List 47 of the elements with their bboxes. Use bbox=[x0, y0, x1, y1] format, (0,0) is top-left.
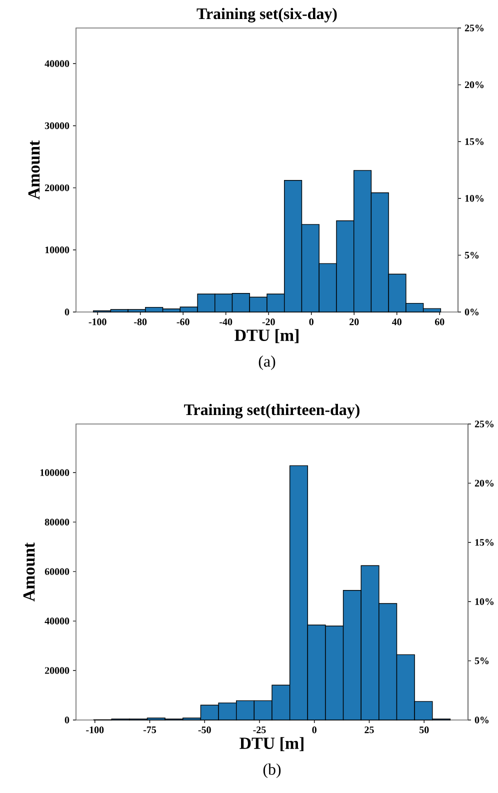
text: (a) bbox=[258, 356, 276, 370]
x-tick-label: -80 bbox=[134, 318, 147, 326]
x-tick-label: -40 bbox=[220, 318, 232, 326]
y2-tick-label: 20% bbox=[475, 480, 494, 487]
y-tick-label: 100000 bbox=[40, 469, 70, 476]
y2-tick-label: 5% bbox=[465, 252, 479, 259]
y2-tick-label: 10% bbox=[475, 598, 494, 605]
y2-tick-label: 5% bbox=[475, 657, 489, 664]
y-tick-label: 80000 bbox=[45, 518, 70, 526]
y-tick-label: 30000 bbox=[45, 122, 70, 130]
x-tick-label: -100 bbox=[88, 318, 106, 326]
x-tick-label: -25 bbox=[253, 726, 266, 734]
y-tick-label: 20000 bbox=[45, 184, 70, 192]
y-tick-label: 40000 bbox=[44, 60, 70, 67]
text: (b) bbox=[264, 764, 281, 778]
y-tick-label: 40000 bbox=[44, 618, 70, 624]
x-axis-title: DTU [m] bbox=[234, 329, 299, 344]
x-tick-label: 0 bbox=[309, 318, 314, 326]
y-tick-label: 0 bbox=[65, 716, 70, 724]
x-tick-label: -100 bbox=[86, 726, 104, 734]
x-tick-label: -60 bbox=[176, 318, 190, 326]
x-tick-label: 25 bbox=[364, 726, 374, 734]
y2-tick-label: 15% bbox=[475, 539, 494, 546]
x-tick-label: 20 bbox=[350, 318, 359, 326]
x-tick-label: -20 bbox=[262, 318, 275, 326]
y-tick-label: 10000 bbox=[46, 246, 70, 254]
x-tick-label: -75 bbox=[144, 726, 156, 734]
x-tick-label: -50 bbox=[198, 726, 212, 734]
y-tick-label: 60000 bbox=[45, 568, 70, 575]
y-tick-label: 20000 bbox=[45, 667, 70, 674]
y2-tick-label: 20% bbox=[465, 81, 484, 88]
y-axis-title: Amount bbox=[28, 140, 40, 200]
chart-title: Training set(thirteen-day) bbox=[184, 404, 360, 418]
y-axis-title: Amount bbox=[23, 542, 35, 602]
y2-tick-label: 0% bbox=[475, 716, 489, 724]
chart-title: Training set(six-day) bbox=[196, 8, 337, 22]
x-axis-title: DTU [m] bbox=[240, 737, 304, 752]
y2-tick-label: 0% bbox=[465, 308, 479, 316]
y2-tick-label: 25% bbox=[475, 420, 494, 428]
x-tick-label: 40 bbox=[392, 318, 402, 326]
y-tick-label: 0 bbox=[65, 308, 70, 316]
y2-tick-label: 10% bbox=[465, 195, 484, 202]
x-tick-label: 0 bbox=[312, 726, 317, 734]
y2-tick-label: 25% bbox=[465, 24, 484, 32]
x-tick-label: 50 bbox=[420, 726, 429, 734]
x-tick-label: 60 bbox=[435, 318, 444, 326]
y2-tick-label: 15% bbox=[465, 138, 484, 145]
